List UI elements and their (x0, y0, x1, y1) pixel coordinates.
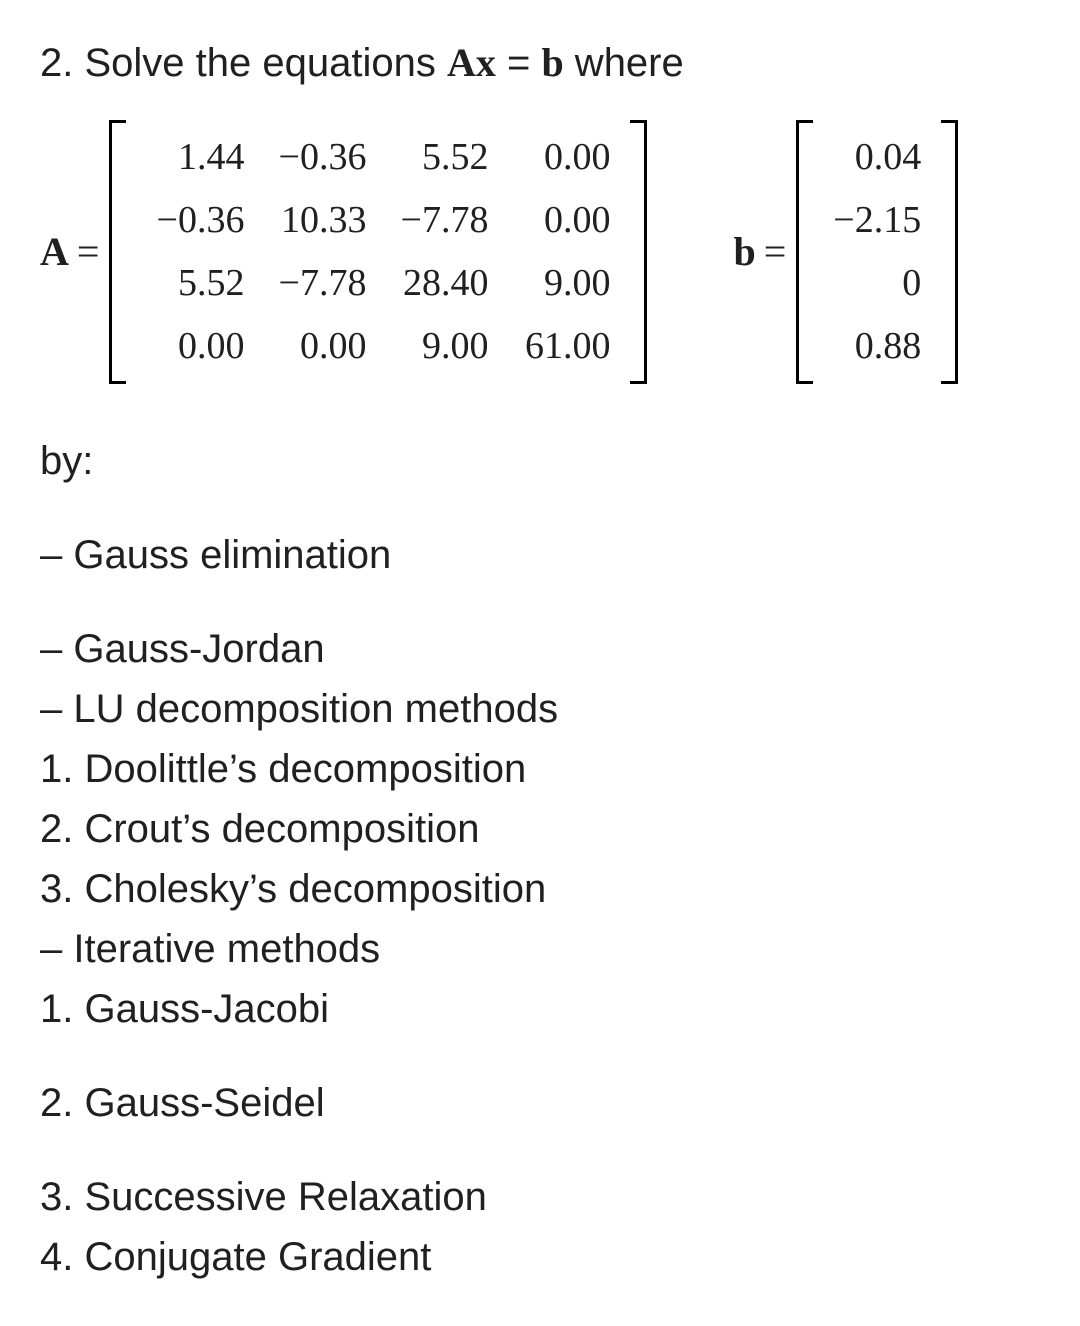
matrix-cell: 9.00 (378, 315, 500, 378)
question-prefix: 2. Solve the equations (40, 41, 447, 85)
method-it-3: 3. Successive Relaxation (40, 1168, 1040, 1226)
matrix-cell: 5.52 (378, 126, 500, 189)
equation-mid: = (496, 41, 542, 85)
matrix-cell: −7.78 (378, 189, 500, 252)
equation-lhs: Ax (447, 40, 496, 85)
vector-b-equals: = (764, 223, 787, 281)
method-lu-3: 3. Cholesky’s decomposition (40, 860, 1040, 918)
matrix-cell: 5.52 (134, 252, 256, 315)
matrix-cell: −7.78 (256, 252, 378, 315)
method-lu-2: 2. Crout’s decomposition (40, 800, 1040, 858)
matrix-cell: 0 (821, 252, 933, 315)
method-iterative: – Iterative methods (40, 920, 1040, 978)
method-gauss-elimination: – Gauss elimination (40, 526, 1040, 584)
method-lu-1: 1. Doolittle’s decomposition (40, 740, 1040, 798)
matrix-cell: 61.00 (500, 315, 622, 378)
matrix-cell: 0.04 (821, 126, 933, 189)
matrix-cell: 0.00 (134, 315, 256, 378)
equation-rhs: b (541, 40, 563, 85)
matrix-cell: 9.00 (500, 252, 622, 315)
method-it-2: 2. Gauss-Seidel (40, 1074, 1040, 1132)
matrix-cell: 10.33 (256, 189, 378, 252)
matrices-row: A = 1.44−0.365.520.00−0.3610.33−7.780.00… (40, 120, 1040, 384)
matrix-a-equals: = (77, 223, 100, 281)
method-lu-decomposition: – LU decomposition methods (40, 680, 1040, 738)
matrix-cell: −2.15 (821, 189, 933, 252)
method-it-1: 1. Gauss-Jacobi (40, 980, 1040, 1038)
question-line: 2. Solve the equations Ax = b where (40, 34, 1040, 92)
matrix-cell: 1.44 (134, 126, 256, 189)
bracket-left-icon (796, 120, 813, 384)
matrix-cell: 0.00 (500, 126, 622, 189)
vector-b: 0.04−2.1500.88 (796, 120, 958, 384)
bracket-right-icon (630, 120, 647, 384)
by-label: by: (40, 432, 1040, 490)
bracket-left-icon (109, 120, 126, 384)
matrix-cell: 28.40 (378, 252, 500, 315)
bracket-right-icon (941, 120, 958, 384)
method-it-4: 4. Conjugate Gradient (40, 1228, 1040, 1286)
matrix-cell: 0.00 (500, 189, 622, 252)
matrix-cell: 0.00 (256, 315, 378, 378)
matrix-a-label: A (40, 223, 69, 281)
matrix-cell: −0.36 (134, 189, 256, 252)
matrix-a-grid: 1.44−0.365.520.00−0.3610.33−7.780.005.52… (126, 120, 630, 384)
matrix-a: 1.44−0.365.520.00−0.3610.33−7.780.005.52… (109, 120, 647, 384)
question-suffix: where (564, 41, 684, 85)
matrix-cell: −0.36 (256, 126, 378, 189)
matrix-cell: 0.88 (821, 315, 933, 378)
method-gauss-jordan: – Gauss-Jordan (40, 620, 1040, 678)
vector-b-grid: 0.04−2.1500.88 (813, 120, 941, 384)
page: 2. Solve the equations Ax = b where A = … (0, 0, 1080, 1326)
vector-b-label: b (733, 223, 755, 281)
